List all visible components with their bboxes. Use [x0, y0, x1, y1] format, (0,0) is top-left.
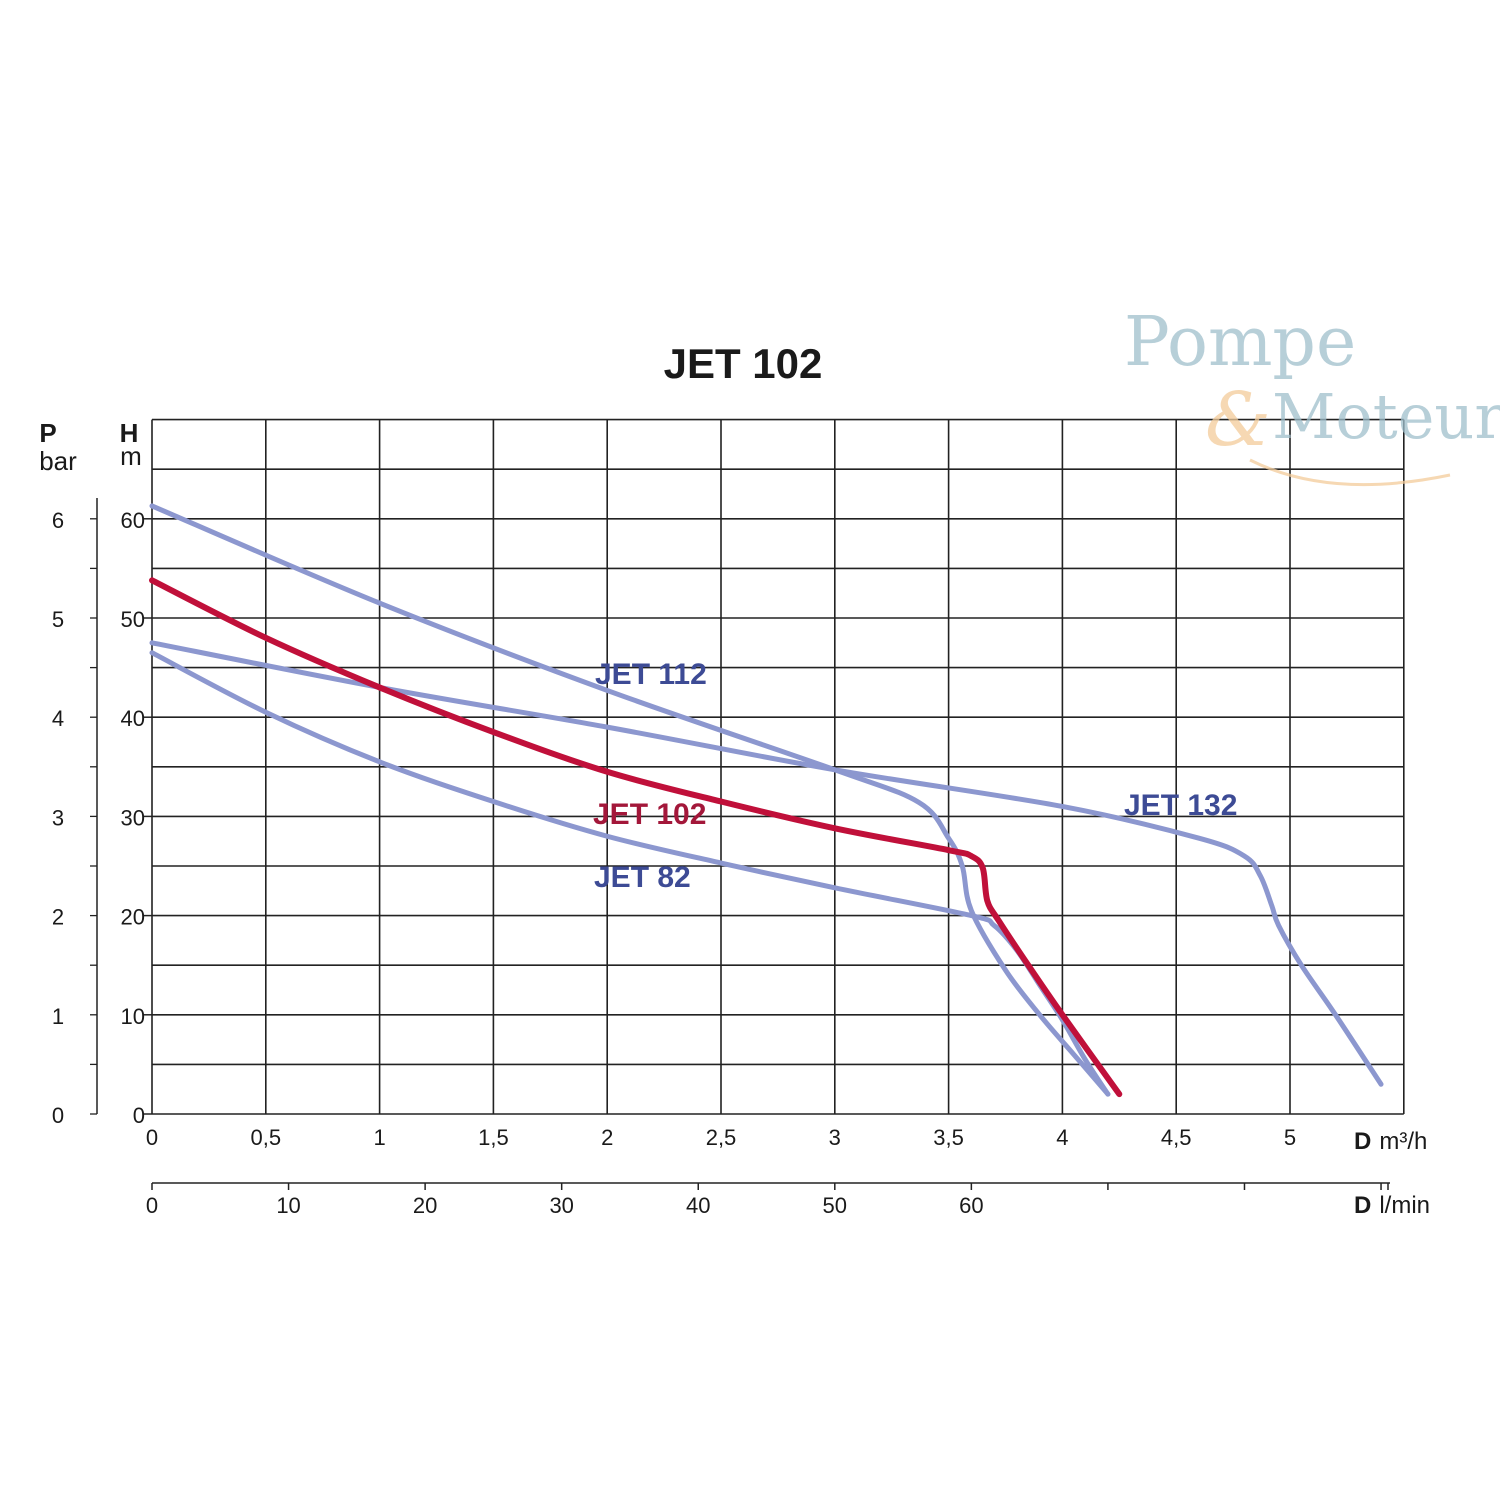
- p-axis-tick-label: 2: [52, 905, 64, 930]
- x-axis-tick-label: 2,5: [706, 1125, 737, 1150]
- h-axis-symbol: H: [120, 418, 139, 448]
- x-axis-tick-label: 5: [1284, 1125, 1296, 1150]
- curve-labels: JET 112 JET 102 JET 82 JET 132: [593, 658, 1237, 894]
- x2-axis-tick-label: 10: [276, 1193, 300, 1218]
- h-axis-tick-label: 40: [121, 706, 145, 731]
- p-axis-tick-label: 1: [52, 1004, 64, 1029]
- p-axis-tick-label: 5: [52, 607, 64, 632]
- x2-axis-tick-label: 0: [146, 1193, 158, 1218]
- h-axis-unit: m: [120, 441, 142, 471]
- x2-axis-tick-label: 20: [413, 1193, 437, 1218]
- logo-ampersand: &: [1205, 377, 1271, 463]
- x2-axis-prefix: D: [1354, 1192, 1371, 1219]
- curve-jet-132: [149, 640, 1384, 1087]
- x2-axis-tick-label: 60: [959, 1193, 983, 1218]
- curve-jet-102: [149, 577, 1123, 1098]
- grid: [151, 418, 1405, 1115]
- x2-axis-unit: l/min: [1379, 1192, 1430, 1219]
- x-axis-tick-label: 1,5: [478, 1125, 509, 1150]
- p-axis-symbol: P: [39, 418, 56, 448]
- h-axis-tick-label: 10: [121, 1004, 145, 1029]
- x-axis-tick-label: 4: [1056, 1125, 1068, 1150]
- h-axis-tick-label: 0: [133, 1103, 145, 1128]
- x-axis-tick-label: 1: [373, 1125, 385, 1150]
- curve-label: JET 82: [594, 861, 691, 894]
- x-axis-tick-label: 0,5: [251, 1125, 282, 1150]
- h-axis-tick-label: 30: [121, 805, 145, 830]
- chart-title: JET 102: [664, 340, 823, 387]
- p-axis-tick-label: 6: [52, 508, 64, 533]
- p-axis-unit: bar: [39, 446, 77, 476]
- curves: [149, 503, 1384, 1098]
- x2-axis-tick-label: 50: [823, 1193, 847, 1218]
- x-axis-tick-label: 3: [829, 1125, 841, 1150]
- h-axis-tick-label: 50: [121, 607, 145, 632]
- x2-axis-tick-label: 30: [549, 1193, 573, 1218]
- x2-axis-tick-label: 40: [686, 1193, 710, 1218]
- curve-label: JET 132: [1124, 789, 1237, 822]
- logo-text-pompe: Pompe: [1124, 303, 1356, 382]
- x-axis-tick-label: 2: [601, 1125, 613, 1150]
- x-axis-prefix: D: [1354, 1128, 1371, 1155]
- p-axis-tick-label: 4: [52, 706, 64, 731]
- x-axis-tick-label: 4,5: [1161, 1125, 1192, 1150]
- curve-label: JET 112: [595, 658, 707, 691]
- x-axis-tick-label: 0: [146, 1125, 158, 1150]
- p-axis-tick-label: 0: [52, 1103, 64, 1128]
- curve-jet-112: [149, 503, 1111, 1097]
- h-axis-tick-label: 20: [121, 905, 145, 930]
- logo: Pompe & Moteur: [1124, 303, 1500, 487]
- p-axis-tick-label: 3: [52, 805, 64, 830]
- logo-swash: [1249, 458, 1451, 487]
- h-axis-tick-label: 60: [121, 508, 145, 533]
- x-axis-tick-label: 3,5: [933, 1125, 964, 1150]
- x-axis-unit: m³/h: [1379, 1128, 1427, 1155]
- logo-text-moteur: Moteur: [1272, 380, 1500, 453]
- curve-label: JET 102: [593, 798, 706, 831]
